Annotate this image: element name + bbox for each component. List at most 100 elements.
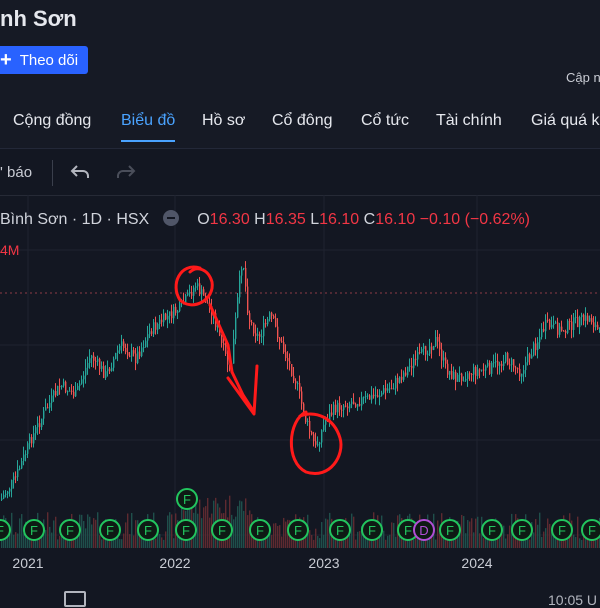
- candle-body: [513, 359, 515, 368]
- candle-body: [507, 352, 509, 365]
- candle-body: [523, 370, 525, 374]
- candle-body: [77, 385, 79, 390]
- candle-body: [395, 377, 397, 389]
- candle-body: [389, 388, 391, 390]
- candle-body: [49, 402, 51, 408]
- volume-bar: [357, 531, 359, 548]
- volume-bar: [53, 520, 55, 548]
- candle-body: [425, 346, 427, 355]
- candle-body: [11, 479, 13, 489]
- candle-body: [217, 326, 219, 328]
- candle-body: [29, 437, 31, 444]
- candle-body: [467, 373, 469, 379]
- volume-bar: [235, 516, 237, 548]
- volume-bar: [461, 514, 463, 548]
- candle-body: [221, 335, 223, 343]
- tab-community[interactable]: Cộng đồng: [13, 112, 92, 129]
- volume-bar: [99, 535, 101, 548]
- candle-body: [269, 312, 271, 320]
- candle-body: [499, 363, 501, 366]
- volume-bar: [35, 536, 37, 548]
- volume-bar: [51, 532, 53, 548]
- open-value: 16.30: [209, 211, 250, 228]
- volume-bar: [275, 523, 277, 548]
- volume-bar: [287, 519, 289, 548]
- candle-body: [105, 371, 107, 378]
- volume-bar: [339, 536, 341, 548]
- volume-bar: [133, 535, 135, 548]
- candle-body: [453, 371, 455, 379]
- candle-body: [21, 461, 23, 469]
- candle-body: [281, 341, 283, 343]
- candle-body: [259, 334, 261, 337]
- candle-body: [347, 406, 349, 409]
- price-chart[interactable]: FFFFFFFFFFFFDFFFFFF2021202220232024: [0, 195, 600, 583]
- tab-profile[interactable]: Hồ sơ: [202, 112, 246, 129]
- volume-bar: [145, 536, 147, 548]
- event-marker-label: F: [182, 523, 190, 538]
- volume-bar: [389, 534, 391, 548]
- undo-icon[interactable]: [68, 160, 92, 184]
- candle-body: [245, 267, 247, 287]
- candle-body: [175, 306, 177, 313]
- tab-shareholders[interactable]: Cổ đông: [272, 112, 333, 129]
- candle-body: [129, 355, 131, 357]
- candle-body: [103, 366, 105, 378]
- candle-body: [441, 349, 443, 361]
- volume-bar: [385, 539, 387, 548]
- tab-chart[interactable]: Biểu đồ: [121, 112, 176, 142]
- candle-body: [585, 315, 587, 321]
- volume-bar: [325, 518, 327, 548]
- candle-body: [335, 404, 337, 413]
- candle-body: [477, 369, 479, 376]
- volume-bar: [387, 535, 389, 548]
- volume-bar: [209, 517, 211, 548]
- volume-bar: [297, 536, 299, 548]
- event-marker-label: F: [588, 523, 596, 538]
- tab-financials[interactable]: Tài chính: [436, 112, 502, 129]
- candle-body: [143, 346, 145, 348]
- tab-price-history[interactable]: Giá quá k: [531, 112, 600, 129]
- candle-body: [439, 341, 441, 350]
- event-marker-label: F: [218, 523, 226, 538]
- candle-body: [207, 302, 209, 304]
- candle-body: [99, 358, 101, 369]
- candle-body: [485, 366, 487, 371]
- candle-body: [79, 383, 81, 386]
- hide-icon[interactable]: [163, 210, 180, 226]
- volume-bar: [347, 528, 349, 548]
- follow-button[interactable]: + Theo dõi: [0, 46, 89, 74]
- candle-body: [247, 286, 249, 314]
- candle-body: [509, 364, 511, 366]
- candle-body: [329, 412, 331, 422]
- volume-bar: [321, 522, 323, 548]
- candle-body: [595, 324, 597, 328]
- candle-body: [341, 409, 343, 411]
- alert-button[interactable]: ' báo: [0, 164, 33, 181]
- volume-bar: [95, 519, 97, 548]
- candle-body: [191, 291, 193, 296]
- volume-bar: [123, 533, 125, 548]
- volume-bar: [267, 535, 269, 548]
- volume-bar: [455, 535, 457, 548]
- event-marker-label: F: [144, 523, 152, 538]
- volume-bar: [169, 512, 171, 548]
- calendar-icon[interactable]: [64, 591, 86, 607]
- tab-dividends[interactable]: Cổ tức: [361, 112, 410, 129]
- volume-bar: [75, 538, 77, 548]
- candle-body: [521, 373, 523, 377]
- volume-bar: [313, 539, 315, 548]
- candle-body: [117, 350, 119, 353]
- candle-body: [445, 357, 447, 364]
- candle-body: [365, 395, 367, 397]
- volume-bar: [435, 539, 437, 548]
- candle-body: [511, 359, 513, 365]
- candle-body: [379, 395, 381, 398]
- candle-body: [361, 397, 363, 406]
- candle-body: [87, 362, 89, 368]
- candle-body: [133, 350, 135, 354]
- candle-body: [237, 297, 239, 318]
- follow-button-label: Theo dõi: [19, 51, 79, 69]
- candle-body: [393, 388, 395, 390]
- volume-bar: [489, 535, 491, 548]
